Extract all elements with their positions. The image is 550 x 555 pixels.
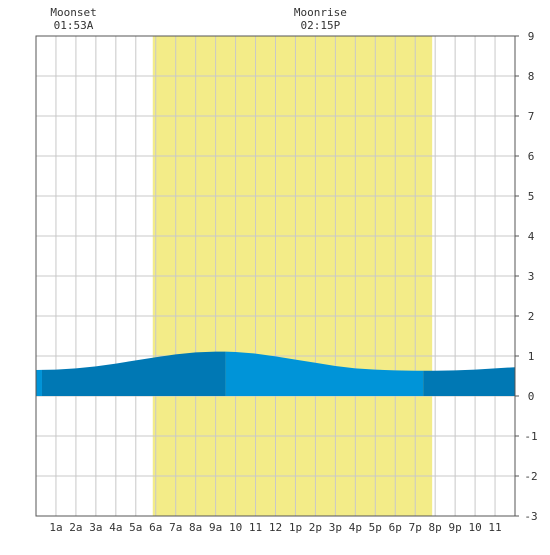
x-tick-label: 10 <box>229 521 242 534</box>
y-tick-label: 9 <box>528 30 535 43</box>
y-tick-label: -3 <box>524 510 537 523</box>
annotation-title: Moonset <box>50 6 96 19</box>
x-tick-label: 7a <box>169 521 182 534</box>
x-tick-label: 11 <box>488 521 501 534</box>
tide-area-segment <box>225 351 424 396</box>
y-tick-label: 7 <box>528 110 535 123</box>
tide-area-segment <box>36 369 42 396</box>
y-tick-label: -1 <box>524 430 537 443</box>
tide-area-segment <box>423 367 515 396</box>
y-tick-label: 0 <box>528 390 535 403</box>
x-tick-label: 12 <box>269 521 282 534</box>
x-tick-label: 4a <box>109 521 122 534</box>
y-tick-label: 6 <box>528 150 535 163</box>
x-tick-label: 7p <box>409 521 422 534</box>
annotation-title: Moonrise <box>294 6 347 19</box>
x-tick-label: 3p <box>329 521 342 534</box>
y-tick-label: 5 <box>528 190 535 203</box>
x-tick-label: 1p <box>289 521 302 534</box>
x-tick-label: 11 <box>249 521 262 534</box>
y-tick-label: -2 <box>524 470 537 483</box>
x-tick-label: 2p <box>309 521 322 534</box>
x-tick-label: 9p <box>449 521 462 534</box>
x-tick-label: 5a <box>129 521 142 534</box>
x-tick-label: 2a <box>69 521 82 534</box>
x-tick-label: 8a <box>189 521 202 534</box>
x-tick-label: 1a <box>49 521 62 534</box>
x-tick-label: 9a <box>209 521 222 534</box>
x-tick-label: 6a <box>149 521 162 534</box>
x-tick-label: 5p <box>369 521 382 534</box>
y-tick-label: 1 <box>528 350 535 363</box>
tide-area-segment <box>41 351 226 396</box>
x-tick-label: 6p <box>389 521 402 534</box>
x-tick-label: 8p <box>429 521 442 534</box>
annotation-time: 02:15P <box>301 19 341 32</box>
x-tick-label: 3a <box>89 521 102 534</box>
annotation-time: 01:53A <box>54 19 94 32</box>
y-tick-label: 8 <box>528 70 535 83</box>
y-tick-label: 2 <box>528 310 535 323</box>
y-tick-label: 3 <box>528 270 535 283</box>
y-tick-label: 4 <box>528 230 535 243</box>
x-tick-label: 4p <box>349 521 362 534</box>
x-tick-label: 10 <box>468 521 481 534</box>
